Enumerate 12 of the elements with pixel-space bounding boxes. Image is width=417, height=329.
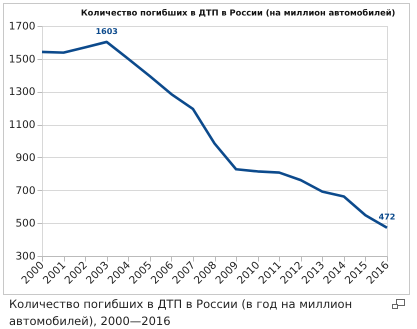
data-label: 1603 xyxy=(96,26,118,36)
y-tick-label: 500 xyxy=(15,218,36,230)
y-tick-label: 1100 xyxy=(8,119,36,132)
text: Количество погибших в ДТП в России (в год на миллион автомобилей), 2000—2016 xyxy=(9,296,354,329)
chart-title: Количество погибших в ДТП в России (на миллион автомобилей) xyxy=(80,8,396,18)
y-tick-label: 700 xyxy=(15,184,36,197)
y-tick-label: 1300 xyxy=(8,86,36,98)
y-tick-label: 1500 xyxy=(8,53,36,66)
data-label: 472 xyxy=(378,212,396,222)
y-tick-label: 300 xyxy=(15,250,36,262)
y-tick-label: 1700 xyxy=(8,20,36,32)
y-tick-label: 900 xyxy=(15,152,36,164)
